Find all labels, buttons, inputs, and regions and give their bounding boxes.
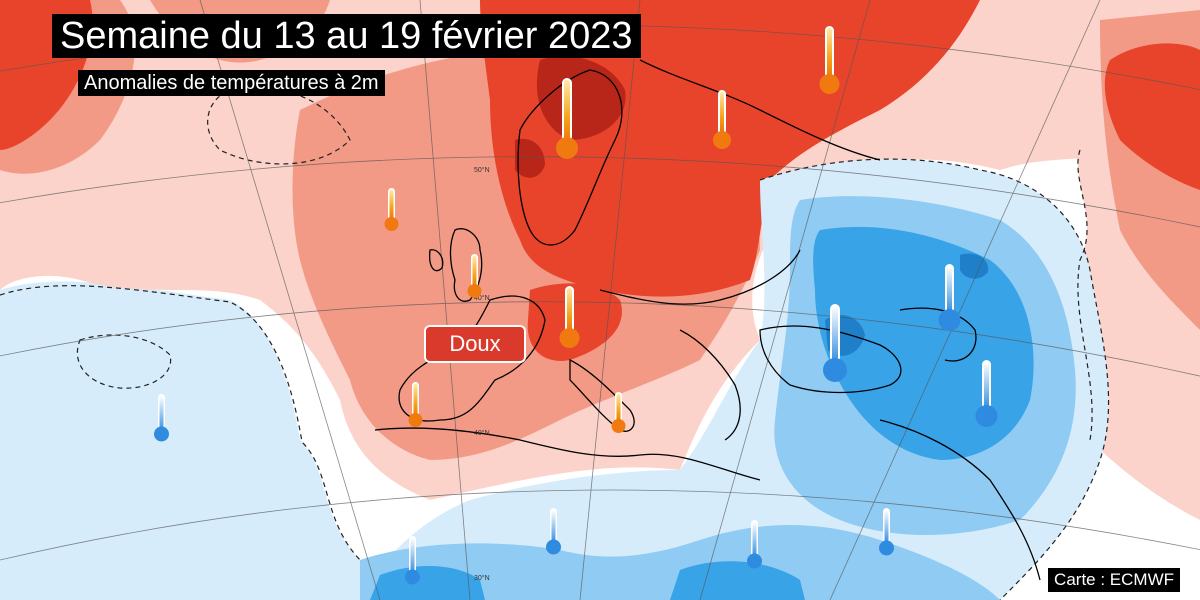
coastlines xyxy=(374,59,1041,581)
warm-anomaly-strong-ne xyxy=(1104,43,1200,190)
map-title: Semaine du 13 au 19 février 2023 xyxy=(52,14,641,58)
warm-thermometer-icon xyxy=(611,392,626,433)
latitude-label: 30°N xyxy=(474,574,490,582)
cold-anomaly-strong xyxy=(813,226,1034,460)
source-credit: Carte : ECMWF xyxy=(1048,568,1180,592)
warm-thermometer-icon xyxy=(819,26,840,94)
latitude-label: 40°N xyxy=(474,429,490,437)
cold-thermometer-icon xyxy=(879,508,894,556)
latitude-label: 50°N xyxy=(474,166,490,174)
latitude-labels: 50°N 40°N 40°N 30°N xyxy=(474,166,490,582)
cold-thermometer-icon xyxy=(154,394,169,442)
warm-thermometer-icon xyxy=(384,188,399,231)
warm-anomaly-very-strong-scandinavia xyxy=(536,56,626,140)
cold-anomaly-atlantic xyxy=(0,281,360,600)
warm-label-badge: Doux xyxy=(424,325,526,363)
cold-thermometer-icon xyxy=(975,360,998,427)
warm-thermometer-icon xyxy=(556,78,578,159)
map-subtitle: Anomalies de températures à 2m xyxy=(78,70,385,96)
cold-thermometer-icon xyxy=(938,264,961,331)
cold-anomaly-strong-egypt xyxy=(670,561,805,600)
cold-thermometer-icon xyxy=(747,520,762,569)
cold-anomaly-very-strong-east xyxy=(960,253,989,279)
cold-thermometer-icon xyxy=(823,304,847,382)
warm-anomaly-very-strong-norway xyxy=(515,138,545,178)
thermometers xyxy=(154,26,998,585)
cold-anomaly-strong-south xyxy=(370,565,485,600)
cold-anomaly-moderate-south xyxy=(360,525,1000,600)
warm-thermometer-icon xyxy=(408,382,423,427)
cold-thermometer-icon xyxy=(546,508,561,555)
cold-thermometer-icon xyxy=(405,536,420,585)
warm-thermometer-icon xyxy=(467,254,482,298)
warm-anomaly-strong-alps xyxy=(527,283,622,361)
warm-thermometer-icon xyxy=(559,286,580,348)
warm-thermometer-icon xyxy=(713,90,731,149)
latitude-label: 40°N xyxy=(474,294,490,302)
